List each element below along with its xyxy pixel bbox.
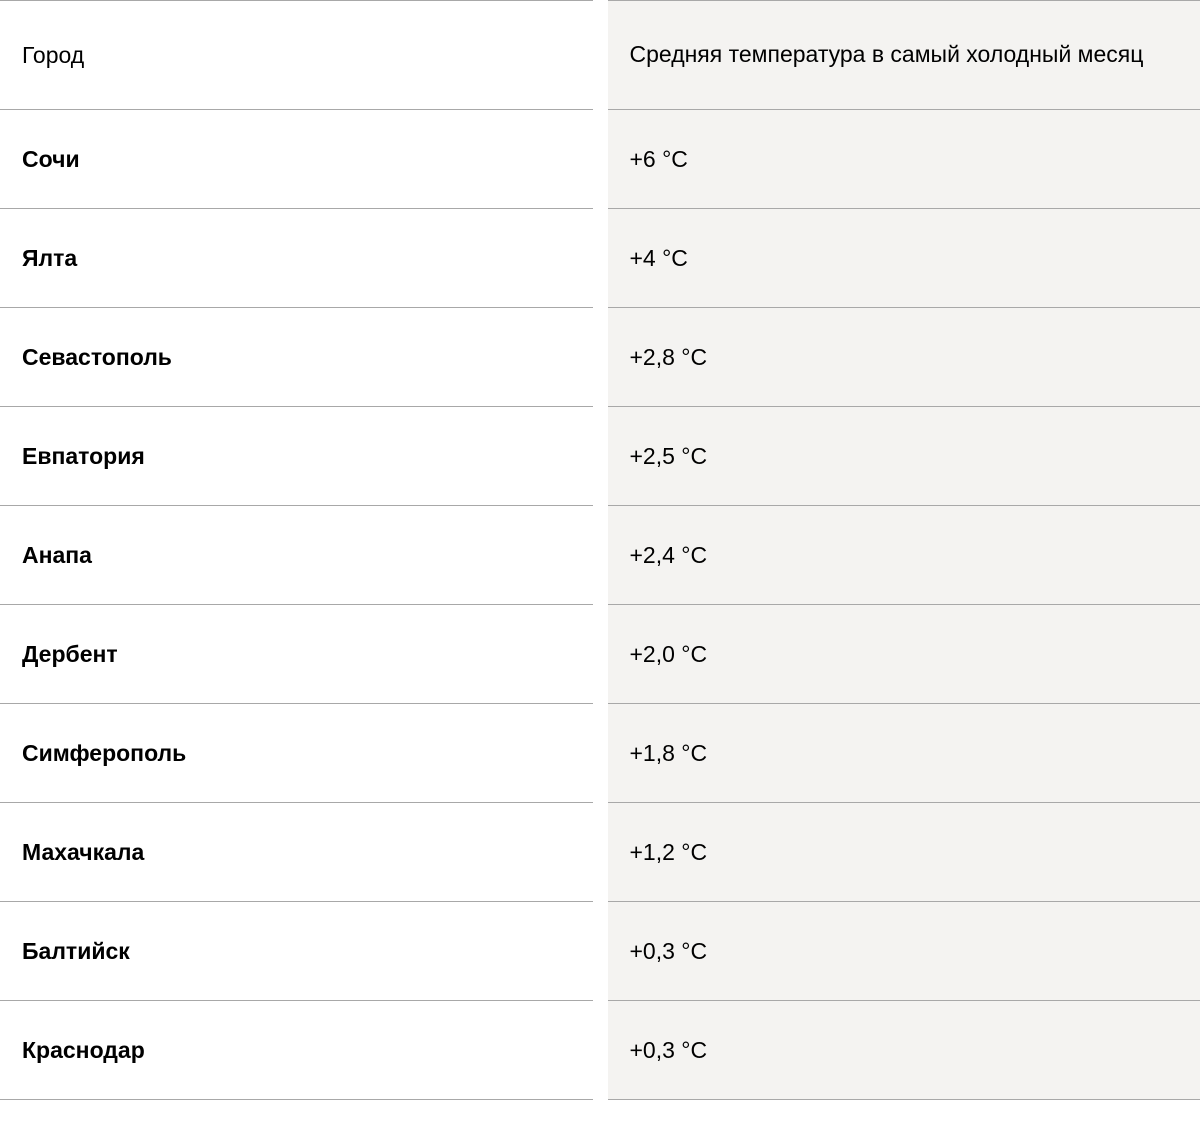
table-row: +1,2 °C [608, 802, 1200, 902]
header-city-label: Город [22, 42, 84, 69]
city-cell: Балтийск [22, 938, 130, 965]
table-row: +0,3 °C [608, 1000, 1200, 1100]
table-row: +2,4 °C [608, 505, 1200, 605]
column-header-city: Город [0, 0, 593, 110]
temperature-table: Город Сочи Ялта Севастополь Евпатория Ан… [0, 0, 1200, 1100]
table-row: Ялта [0, 208, 593, 308]
city-cell: Севастополь [22, 344, 172, 371]
city-cell: Евпатория [22, 443, 145, 470]
table-row: +0,3 °C [608, 901, 1200, 1001]
table-row: Балтийск [0, 901, 593, 1001]
temperature-cell: +0,3 °C [630, 1037, 708, 1064]
column-temperature: Средняя температура в самый холодный мес… [608, 0, 1200, 1100]
temperature-cell: +6 °C [630, 146, 688, 173]
temperature-cell: +4 °C [630, 245, 688, 272]
city-cell: Краснодар [22, 1037, 145, 1064]
city-cell: Симферополь [22, 740, 186, 767]
temperature-cell: +2,5 °C [630, 443, 708, 470]
table-row: +2,0 °C [608, 604, 1200, 704]
table-row: Махачкала [0, 802, 593, 902]
table-row: +2,8 °C [608, 307, 1200, 407]
table-row: Сочи [0, 109, 593, 209]
temperature-cell: +2,0 °C [630, 641, 708, 668]
table-row: +4 °C [608, 208, 1200, 308]
table-row: Анапа [0, 505, 593, 605]
temperature-cell: +2,8 °C [630, 344, 708, 371]
temperature-cell: +1,8 °C [630, 740, 708, 767]
table-row: +1,8 °C [608, 703, 1200, 803]
table-row: +2,5 °C [608, 406, 1200, 506]
header-temperature-label: Средняя температура в самый холодный мес… [630, 39, 1144, 70]
column-city: Город Сочи Ялта Севастополь Евпатория Ан… [0, 0, 593, 1100]
column-header-temperature: Средняя температура в самый холодный мес… [608, 0, 1200, 110]
temperature-cell: +1,2 °C [630, 839, 708, 866]
city-cell: Махачкала [22, 839, 144, 866]
table-row: +6 °C [608, 109, 1200, 209]
table-row: Краснодар [0, 1000, 593, 1100]
temperature-cell: +2,4 °C [630, 542, 708, 569]
city-cell: Анапа [22, 542, 92, 569]
table-row: Евпатория [0, 406, 593, 506]
city-cell: Дербент [22, 641, 118, 668]
city-cell: Ялта [22, 245, 77, 272]
table-row: Дербент [0, 604, 593, 704]
temperature-cell: +0,3 °C [630, 938, 708, 965]
city-cell: Сочи [22, 146, 80, 173]
table-row: Симферополь [0, 703, 593, 803]
table-row: Севастополь [0, 307, 593, 407]
